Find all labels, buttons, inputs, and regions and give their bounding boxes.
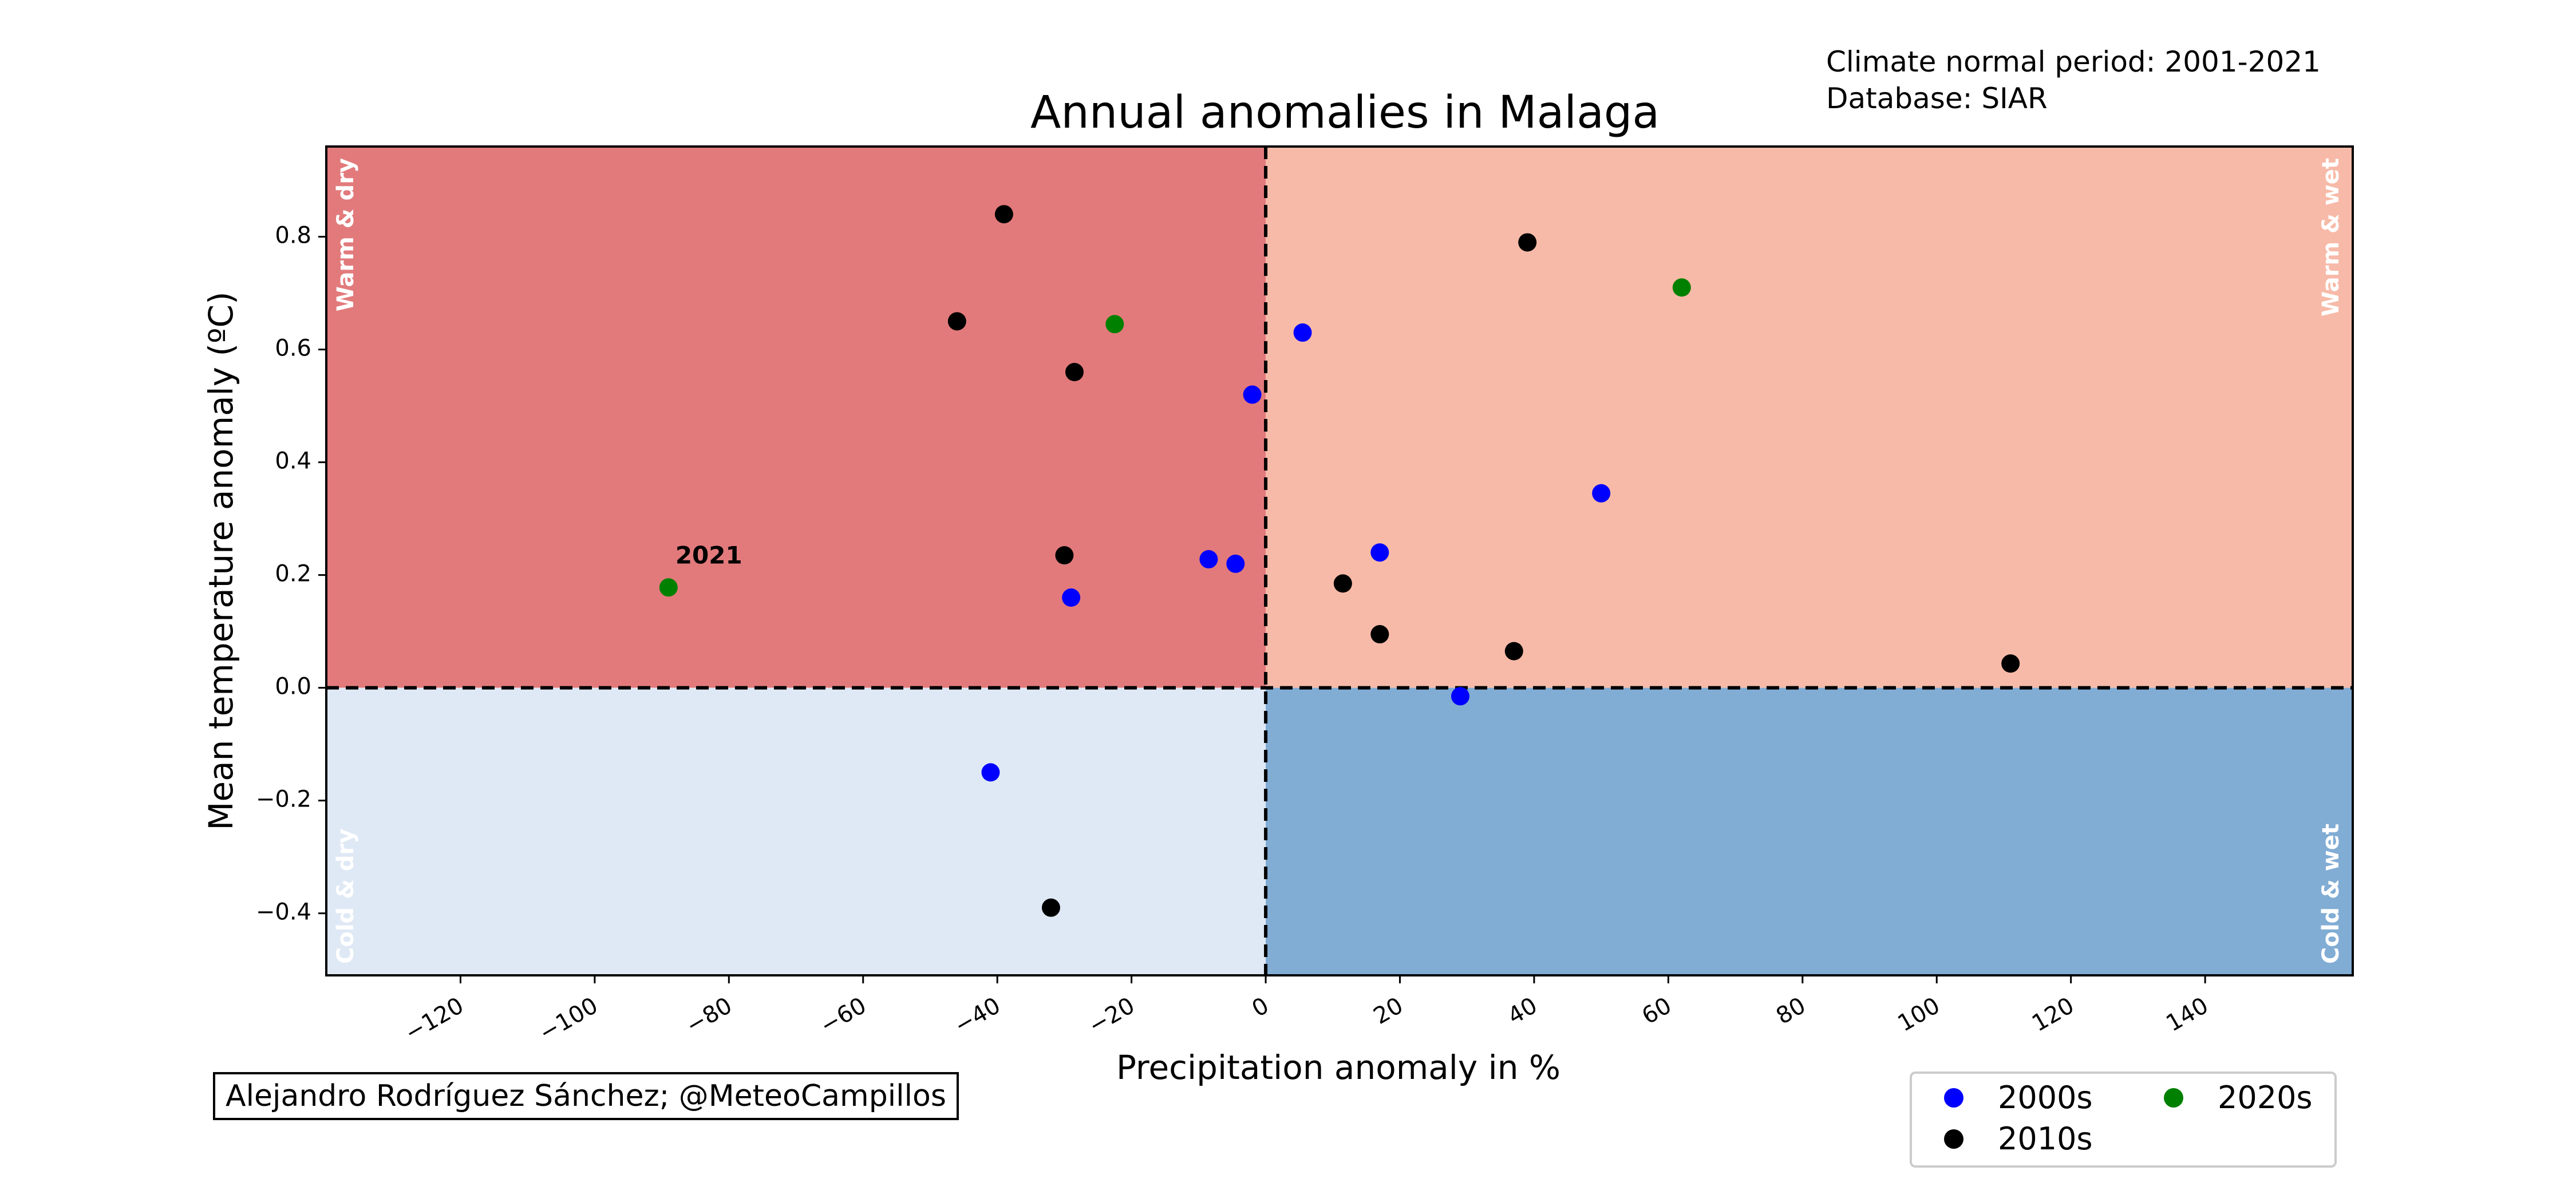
legend-marker-2010s [1944, 1129, 1963, 1149]
x-tick-label: 80 [1772, 993, 1810, 1030]
legend-item-2010s: 2010s [1944, 1121, 2093, 1157]
x-tick-label: 100 [1894, 993, 1945, 1037]
quadrant-label-warm-wet: Warm & wet [2318, 158, 2344, 317]
x-tick-label: 140 [2162, 993, 2212, 1037]
point-2000s [1451, 687, 1469, 706]
quadrant-cold-wet [1266, 687, 2353, 975]
x-tick-label: 20 [1369, 993, 1408, 1030]
x-tick-label: −20 [1084, 993, 1139, 1039]
point-2000s [1226, 554, 1245, 573]
quadrant-warm-dry [326, 147, 1266, 688]
x-tick-label: 0 [1247, 993, 1273, 1023]
legend-marker-2020s [2164, 1088, 2183, 1108]
y-tick-label: 0.8 [275, 223, 311, 249]
chart-title: Annual anomalies in Malaga [1030, 87, 1660, 139]
x-tick-label: 60 [1638, 993, 1676, 1030]
point-2010s [947, 312, 966, 331]
quadrant-cold-dry [326, 687, 1266, 975]
x-tick-label: −60 [816, 993, 871, 1039]
y-tick-label: 0.2 [275, 561, 311, 587]
quadrant-warm-wet [1266, 147, 2353, 688]
y-tick-label: −0.4 [256, 899, 311, 926]
legend-marker-2000s [1944, 1088, 1963, 1108]
point-2000s [1592, 484, 1611, 503]
point-2000s [1199, 550, 1218, 569]
y-axis-label: Mean temperature anomaly (ºC) [202, 291, 240, 830]
y-tick-label: 0.6 [275, 335, 311, 362]
author-credit: Alejandro Rodríguez Sánchez; @MeteoCampi… [213, 1072, 959, 1120]
point-2010s [1518, 233, 1537, 252]
point-2000s [1293, 323, 1312, 342]
legend-item-2000s: 2000s [1944, 1080, 2093, 1116]
legend: 2000s 2010s 2020s [1910, 1071, 2337, 1168]
point-2010s [1333, 574, 1352, 593]
point-2010s [994, 205, 1013, 224]
point-2010s [1504, 642, 1523, 661]
climate-normal-period: Climate normal period: 2001-2021 [1826, 45, 2321, 78]
point-2010s [1370, 625, 1389, 644]
y-tick-label: 0.0 [275, 674, 311, 700]
y-tick-label: −0.2 [256, 786, 311, 813]
point-2020s [1105, 315, 1124, 334]
legend-label-2020s: 2020s [2218, 1080, 2313, 1116]
point-2000s [1370, 543, 1389, 562]
point-2020s [659, 578, 678, 597]
x-tick-label: −80 [682, 993, 737, 1039]
legend-label-2010s: 2010s [1998, 1121, 2093, 1157]
x-tick-label: 40 [1503, 993, 1542, 1030]
point-2020s [1672, 278, 1691, 297]
y-tick-label: 0.4 [275, 448, 311, 475]
point-2010s [1065, 363, 1084, 382]
legend-label-2000s: 2000s [1998, 1080, 2093, 1116]
x-tick-label: −100 [535, 993, 602, 1047]
point-2000s [1062, 588, 1081, 607]
database-label: Database: SIAR [1826, 82, 2048, 115]
point-annotation: 2021 [675, 541, 742, 569]
quadrant-label-cold-wet: Cold & wet [2318, 824, 2344, 964]
x-tick-label: −120 [401, 993, 468, 1047]
point-2010s [1055, 546, 1074, 565]
x-axis-label: Precipitation anomaly in % [1116, 1048, 1560, 1087]
plot-frame [325, 145, 2354, 976]
legend-item-2020s: 2020s [2164, 1080, 2313, 1116]
quadrant-label-warm-dry: Warm & dry [333, 158, 359, 311]
x-tick-label: −40 [950, 993, 1005, 1039]
point-2000s [981, 763, 1000, 782]
point-2010s [2001, 654, 2020, 673]
quadrant-label-cold-dry: Cold & dry [333, 829, 359, 964]
x-tick-label: 120 [2028, 993, 2079, 1037]
point-2010s [1041, 898, 1060, 917]
point-2000s [1243, 385, 1262, 404]
